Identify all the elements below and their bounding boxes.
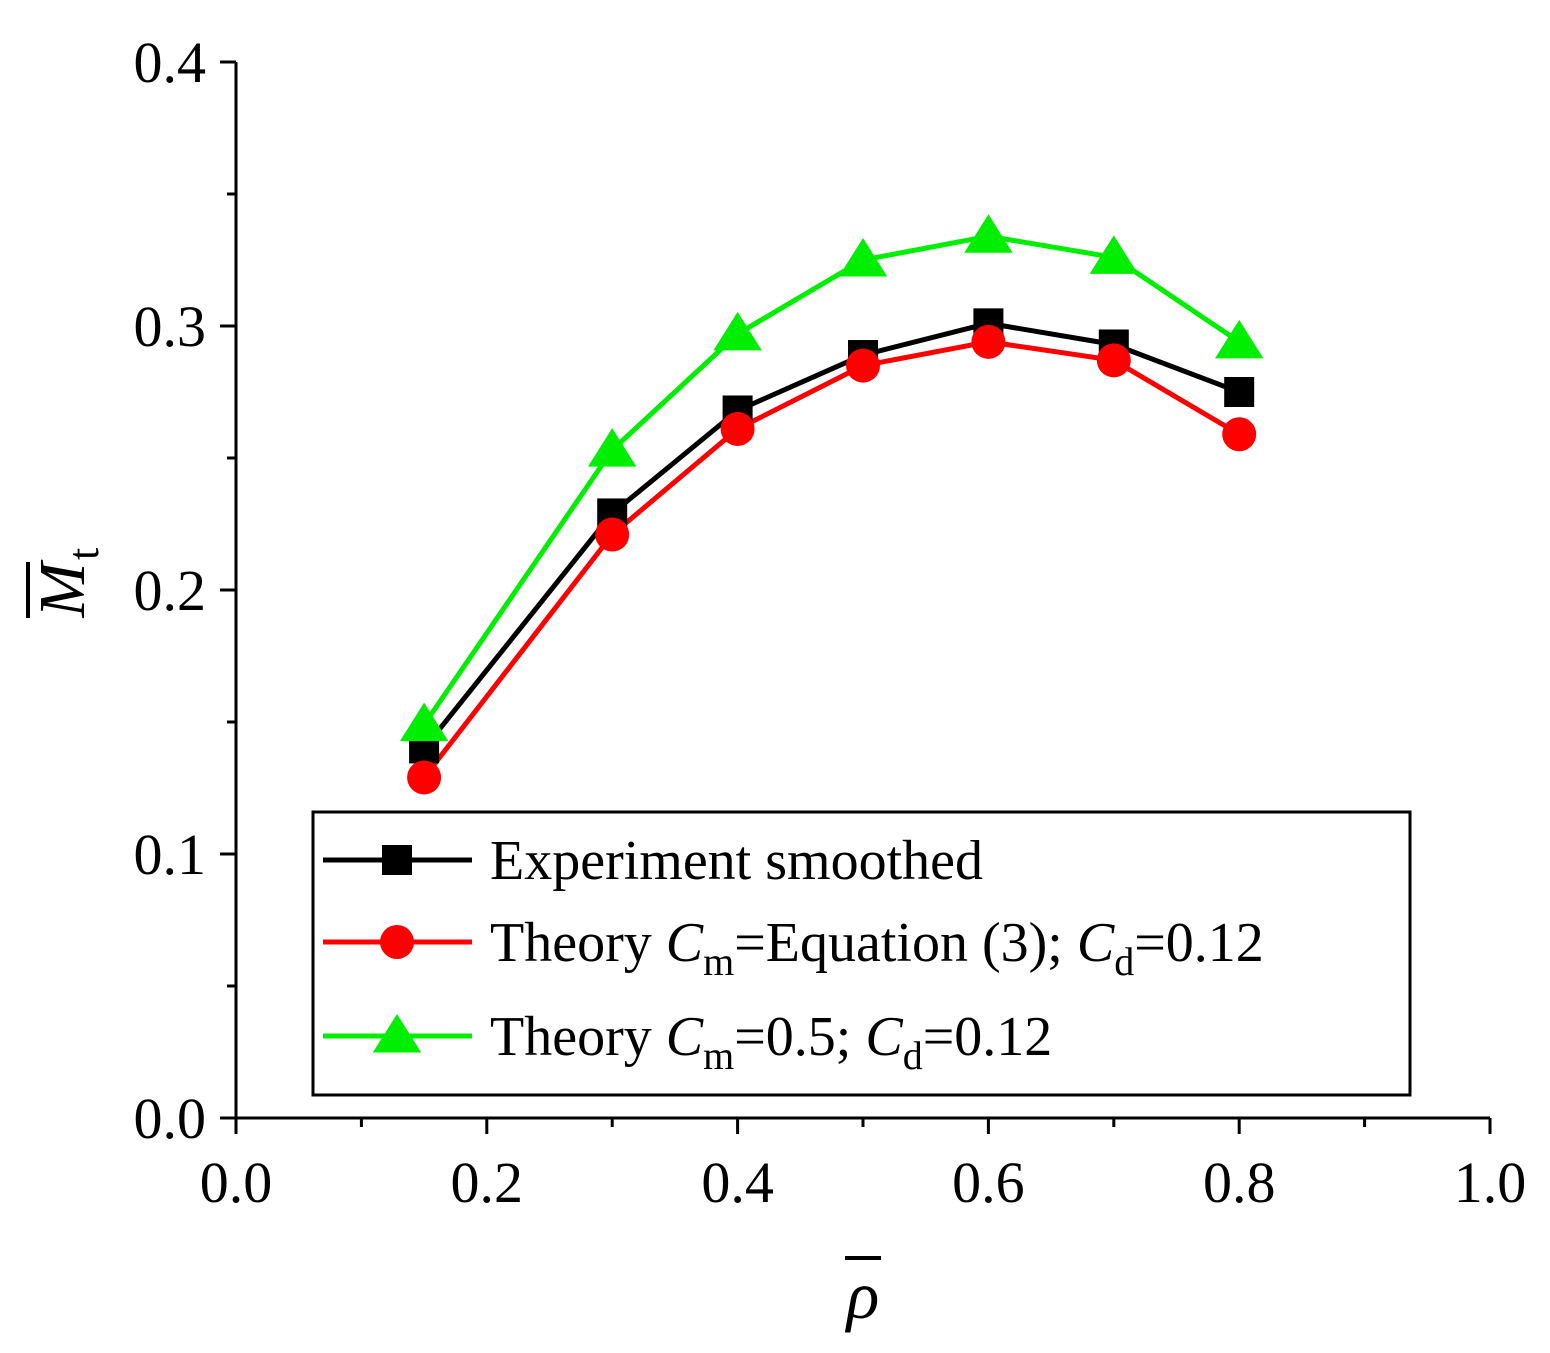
series-1-point [1096, 343, 1131, 378]
y-tick-label: 0.0 [134, 1086, 207, 1151]
series-2-point [713, 311, 762, 351]
chart-axes: 0.0 0.2 0.4 0.6 0.8 1.0 0.0 0.1 0.2 0.3 0.4 ρ Mt [26, 30, 1526, 1333]
x-tick-label: 0.0 [200, 1150, 273, 1215]
x-tick-label: 0.4 [701, 1150, 774, 1215]
legend-label-0: Experiment smoothed [490, 830, 983, 892]
series-2-point [838, 238, 888, 277]
legend-box [311, 810, 1412, 1097]
series-1-point [846, 348, 880, 383]
series-line-0 [422, 320, 1241, 750]
series-line-1 [422, 339, 1241, 779]
series-line-2 [422, 233, 1241, 727]
y-tick-label: 0.4 [134, 30, 207, 95]
legend-label-2: Theory Cm=0.5; Cd=0.12 [490, 1006, 1052, 1078]
series-2-point [1215, 319, 1264, 359]
y-tick-label: 0.2 [134, 558, 207, 623]
series-2-point [399, 702, 449, 742]
x-tick-label: 0.8 [1203, 1150, 1276, 1215]
y-axis-label-main: M [26, 558, 99, 618]
legend: Experiment smoothed Theory Cm=Equation (3… [311, 810, 1412, 1097]
series-1-point [720, 411, 755, 446]
series-1-point [595, 517, 630, 552]
series-2-point [1089, 235, 1138, 274]
legend-marker-2 [372, 1014, 422, 1053]
series-2-point [588, 428, 637, 467]
y-tick-label: 0.3 [134, 294, 207, 359]
series-1-point [407, 760, 442, 795]
legend-marker-1 [380, 925, 414, 959]
y-tick-label: 0.1 [134, 822, 207, 887]
legend-label-1: Theory Cm=Equation (3); Cd=0.12 [490, 912, 1264, 984]
series-1-point [971, 324, 1006, 359]
x-tick-label: 0.2 [451, 1150, 524, 1215]
series-2-point [964, 214, 1013, 253]
x-axis-label: ρ [845, 1257, 880, 1333]
plot-area [399, 214, 1264, 795]
series-1-point [1222, 417, 1257, 452]
x-tick-label: 1.0 [1454, 1150, 1527, 1215]
y-axis-label-sub: t [59, 548, 108, 560]
x-tick-label: 0.6 [952, 1150, 1025, 1215]
y-axis-label: Mt [26, 548, 108, 618]
series-0-point [1224, 377, 1255, 407]
legend-marker-0 [382, 845, 412, 875]
